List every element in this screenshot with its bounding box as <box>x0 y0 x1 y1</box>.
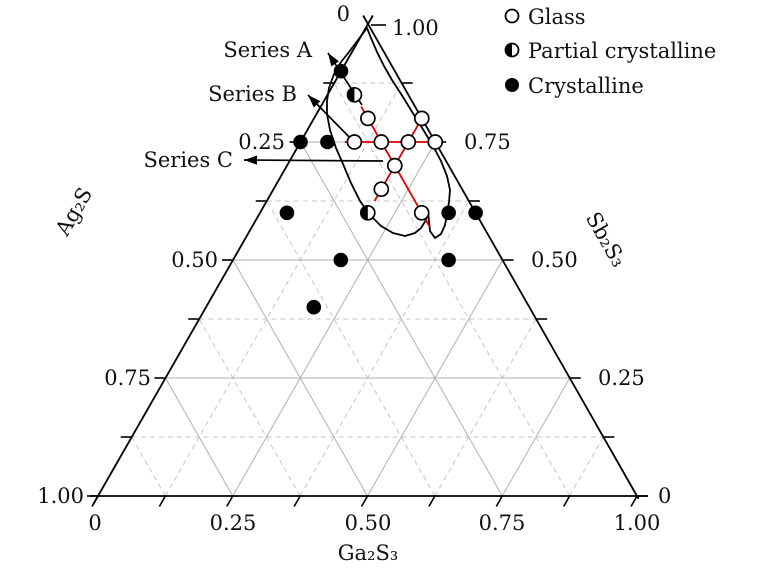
triangle-right-edge <box>362 15 640 500</box>
bottom-axis-tick <box>562 495 571 507</box>
bottom-axis-tick <box>428 495 436 507</box>
bottom-tick-label: 0 <box>88 511 101 535</box>
series-c-label: Series C <box>143 148 233 172</box>
bottom-tick-label: 1.00 <box>614 511 661 535</box>
left-axis-tick-labels: 0 0.25 0.50 0.75 1.00 <box>37 2 350 508</box>
left-tick-label: 0 <box>337 2 350 26</box>
right-tick-label: 0.50 <box>531 248 578 272</box>
glass-point <box>427 134 444 150</box>
left-tick-label: 0.50 <box>171 248 218 272</box>
bottom-tick-label: 0.50 <box>345 511 392 535</box>
crystalline-point <box>320 134 335 150</box>
glass-point <box>373 134 390 150</box>
left-tick-label: 0.25 <box>238 130 285 154</box>
bottom-axis-tick <box>495 495 503 507</box>
crystalline-legend-marker-icon <box>505 78 519 92</box>
glass-point <box>386 157 403 174</box>
bottom-axis-tick <box>91 495 99 507</box>
grid-line-iso-ag2s <box>333 82 571 497</box>
right-tick-label: 0 <box>658 484 671 508</box>
right-tick-label: 0.25 <box>598 366 645 390</box>
series-b-arrow-head-icon <box>308 95 321 108</box>
right-tick-label: 0.75 <box>464 130 511 154</box>
grid-line-iso-ga2s3 <box>434 318 537 497</box>
partial-crystalline-point-fill <box>360 205 368 220</box>
glass-legend-marker-icon <box>504 8 520 24</box>
crystalline-point <box>279 205 295 221</box>
series-a-label: Series A <box>223 38 312 62</box>
legend-label-glass: Glass <box>528 5 586 29</box>
grid-line-iso-ga2s3 <box>299 200 470 497</box>
bottom-axis-tick <box>226 495 234 507</box>
data-points <box>279 63 483 315</box>
left-tick-label: 0.75 <box>104 366 151 390</box>
bottom-tick-label: 0.75 <box>479 511 526 535</box>
grid-lines <box>131 82 604 497</box>
grid-line-iso-ag2s <box>198 318 301 497</box>
legend: Glass Partial crystalline Crystalline <box>504 5 716 98</box>
glass-point <box>373 181 390 198</box>
bottom-axis-tick <box>630 495 638 507</box>
legend-label-partial-crystalline: Partial crystalline <box>528 39 716 63</box>
series-a-arrow-head-icon <box>328 53 339 67</box>
right-axis-tick-labels: 1.00 0.75 0.50 0.25 0 <box>392 16 671 508</box>
bottom-axis-tick <box>360 495 369 507</box>
grid-line-iso-ag2s <box>131 436 166 497</box>
partial-crystalline-legend-marker-fill <box>505 43 512 57</box>
series-b-label: Series B <box>208 82 297 106</box>
glass-point <box>413 204 430 221</box>
crystalline-point <box>293 134 308 150</box>
legend-label-crystalline: Crystalline <box>528 74 644 98</box>
right-tick-label: 1.00 <box>392 16 439 40</box>
crystalline-point <box>468 205 483 221</box>
grid-line-iso-ga2s3 <box>569 436 604 497</box>
right-axis-title: Sb₂S₃ <box>581 208 631 271</box>
bottom-axis-tick-labels: 0 0.25 0.50 0.75 1.00 <box>88 511 660 535</box>
grid-line-iso-ga2s3 <box>501 377 571 497</box>
grid-line-iso-ga2s3 <box>164 82 403 497</box>
bottom-axis-title: Ga₂S₃ <box>338 541 399 565</box>
crystalline-point <box>333 63 349 79</box>
bottom-axis-tick <box>293 495 301 507</box>
crystalline-point <box>306 299 322 315</box>
series-c-arrow-shaft <box>243 159 384 162</box>
grid-line-iso-ag2s <box>266 200 436 497</box>
glass-point <box>400 134 417 150</box>
glass-point <box>346 134 363 150</box>
glass-point <box>360 110 376 127</box>
left-axis-title: Ag₂S <box>50 183 97 240</box>
left-tick-label: 1.00 <box>37 484 84 508</box>
partial-crystalline-point-fill <box>347 87 355 102</box>
bottom-axis-tick <box>158 495 167 507</box>
axis-ticks <box>87 24 648 507</box>
glass-point <box>413 110 430 127</box>
crystalline-point <box>333 252 349 268</box>
bottom-tick-label: 0.25 <box>210 511 257 535</box>
series-c-arrow-head-icon <box>244 155 258 165</box>
crystalline-point <box>441 205 456 221</box>
crystalline-point <box>441 252 456 268</box>
